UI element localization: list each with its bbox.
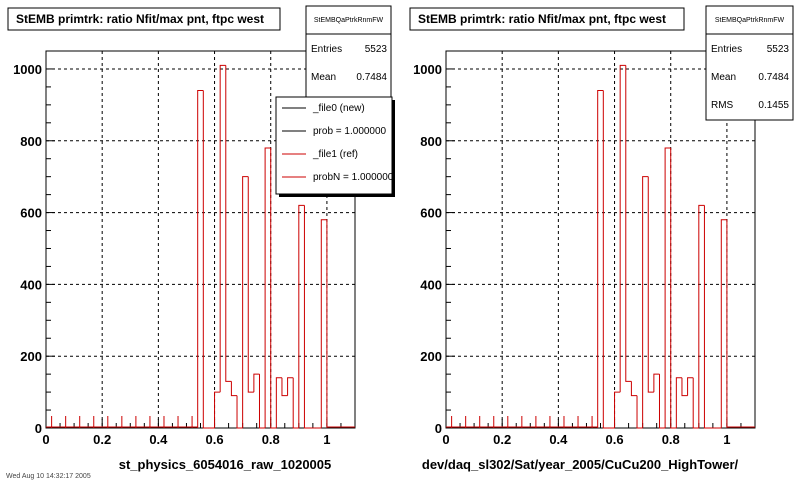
y-tick-label: 600 — [20, 206, 42, 221]
chart-panel-1: 0 0.2 0.4 0.6 0.8 1 0 200 400 600 800 1000 StEMB pri… — [7, 5, 395, 472]
histogram-bin — [292, 377, 299, 429]
x-tick-label: 0.8 — [662, 432, 680, 447]
stats-label: Entries — [311, 44, 342, 55]
x-tick-label: 0.4 — [149, 432, 168, 447]
x-tick-label: 0 — [442, 432, 449, 447]
y-tick-label: 1000 — [13, 62, 42, 77]
histogram-bin — [692, 377, 699, 429]
legend-label: _file1 (ref) — [312, 149, 358, 160]
histogram-bin — [602, 90, 609, 429]
y-tick-label: 400 — [420, 277, 442, 292]
stats-label: Entries — [711, 44, 742, 55]
legend-label: probN = 1.000000 — [313, 172, 394, 183]
stats-value: 0.7484 — [356, 72, 387, 83]
stats-name: StEMBQaPtrkRnmFW — [715, 17, 785, 24]
chart-title: StEMB primtrk: ratio Nfit/max pnt, ftpc … — [418, 12, 666, 26]
histogram-bin — [258, 374, 266, 429]
histogram-bin — [303, 205, 311, 429]
stats-name: StEMBQaPtrkRnmFW — [314, 17, 384, 24]
histogram-bin — [253, 373, 260, 393]
y-tick-label: 0 — [35, 421, 42, 436]
chart-panel-2: 0 0.2 0.4 0.6 0.8 1 0 200 400 600 800 1000 StEMB pri… — [409, 5, 794, 472]
x-tick-label: 0.2 — [493, 432, 511, 447]
histogram-bin — [647, 176, 654, 393]
histogram-bin — [242, 176, 249, 428]
legend: _file0 (new) prob = 1.000000 _file1 (ref) p… — [275, 96, 395, 197]
histogram-bin — [653, 373, 660, 393]
y-tick-label: 200 — [420, 349, 442, 364]
stats-value: 0.1455 — [758, 100, 789, 111]
histogram-bin — [275, 377, 282, 428]
stats-label: RMS — [711, 100, 734, 111]
histogram-bin — [597, 89, 604, 428]
histogram-bin — [703, 205, 711, 429]
histogram-bin — [197, 89, 204, 428]
x-tick-label: 1 — [723, 432, 730, 447]
stats-value: 0.7484 — [758, 72, 789, 83]
histogram-bin — [214, 391, 221, 428]
chart-title-box — [7, 7, 281, 31]
histogram-bin — [287, 377, 294, 396]
stats-value: 5523 — [767, 44, 790, 55]
histogram-bin — [625, 65, 632, 382]
stats-label: Mean — [711, 72, 736, 83]
histogram-bin — [281, 377, 288, 397]
chart-title: StEMB primtrk: ratio Nfit/max pnt, ftpc … — [16, 12, 264, 26]
stats-label: Mean — [311, 72, 336, 83]
plot-frame — [445, 50, 756, 429]
histogram-bin — [720, 219, 727, 428]
histogram-bin — [681, 377, 688, 397]
histogram-bin — [320, 219, 327, 428]
histogram-bin — [247, 176, 254, 393]
histogram-bin — [664, 147, 671, 428]
x-tick-label: 0.6 — [206, 432, 224, 447]
legend-box — [275, 96, 393, 195]
footer-text: Wed Aug 10 14:32:17 2005 — [6, 473, 91, 480]
histogram-bin — [670, 147, 677, 429]
y-tick-label: 0 — [435, 421, 442, 436]
y-tick-label: 600 — [420, 206, 442, 221]
histogram-bin — [225, 65, 232, 382]
x-tick-label: 0.6 — [606, 432, 624, 447]
histogram-bin — [202, 90, 209, 429]
histogram-bin — [614, 391, 621, 428]
histogram-bin — [236, 395, 243, 429]
y-tick-label: 1000 — [413, 62, 442, 77]
histogram-bin — [630, 381, 638, 397]
x-tick-label: 0.2 — [93, 432, 111, 447]
x-axis-title: st_physics_6054016_raw_1020005 — [119, 457, 332, 472]
stats-value: 5523 — [365, 44, 388, 55]
x-tick-label: 0.8 — [262, 432, 280, 447]
histogram-bin — [675, 377, 682, 428]
legend-label: prob = 1.000000 — [313, 126, 387, 137]
histogram-bin — [687, 377, 694, 396]
histogram-bin — [658, 374, 666, 429]
histogram-bin — [230, 381, 238, 397]
x-axis-title: dev/daq_sl302/Sat/year_2005/CuCu200_High… — [422, 457, 739, 472]
histogram-bin — [264, 147, 271, 428]
y-tick-label: 400 — [20, 277, 42, 292]
histogram-bin — [642, 176, 649, 428]
y-tick-label: 800 — [20, 134, 42, 149]
legend-label: _file0 (new) — [312, 103, 365, 114]
histogram-bin — [698, 204, 705, 428]
histogram-bin — [619, 64, 626, 393]
x-tick-label: 0 — [42, 432, 49, 447]
stats-box — [705, 5, 794, 121]
y-tick-label: 800 — [420, 134, 442, 149]
x-tick-label: 1 — [323, 432, 330, 447]
histogram-bin — [219, 64, 226, 393]
x-tick-label: 0.4 — [549, 432, 568, 447]
histogram-bin — [270, 147, 277, 429]
histogram-bin — [636, 395, 643, 429]
y-tick-label: 200 — [20, 349, 42, 364]
histogram-bin — [298, 204, 305, 428]
chart-title-box — [409, 7, 685, 31]
